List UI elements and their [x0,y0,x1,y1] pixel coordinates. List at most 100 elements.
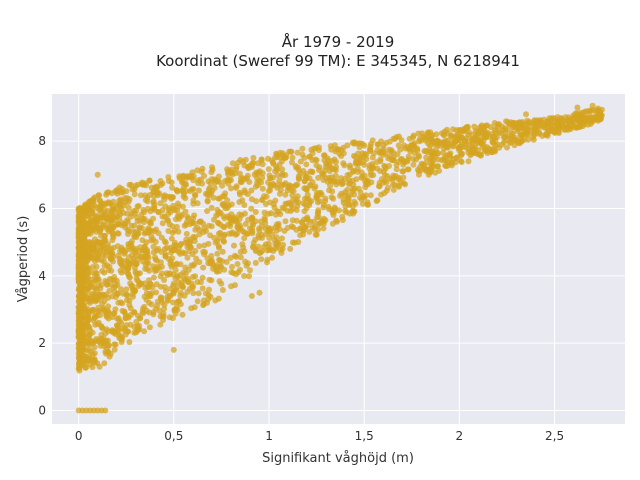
data-point [161,305,168,312]
data-point [401,158,408,165]
data-point [320,220,327,227]
data-point [150,249,157,256]
data-point [328,165,335,172]
data-point [123,286,130,293]
data-point [124,265,131,272]
data-point [295,164,301,171]
data-point [77,283,84,290]
data-point [584,121,591,128]
data-point [112,283,119,290]
data-point [227,223,234,230]
data-point [364,179,371,186]
data-point [227,254,234,261]
data-point [496,144,503,151]
x-tick-label: 1 [265,429,273,443]
data-point [131,191,138,198]
data-point [142,255,149,262]
chart-subtitle: Koordinat (Sweref 99 TM): E 345345, N 62… [156,52,520,70]
data-point [308,146,315,153]
data-point [484,147,491,154]
data-point [252,259,259,266]
data-point [102,330,109,337]
data-point [75,262,82,269]
data-point [81,211,88,218]
data-point [134,277,141,284]
data-point [134,218,141,224]
data-point [241,202,248,208]
data-point [228,201,235,208]
data-point [143,239,150,246]
data-point [167,258,174,265]
data-point [361,150,368,157]
data-point [78,350,85,356]
data-point [265,155,271,162]
data-point [178,240,185,247]
data-point [153,267,160,274]
y-tick-label: 2 [38,336,46,350]
data-point [94,273,101,280]
data-point [479,144,486,151]
data-point [114,190,121,197]
data-point [410,141,417,148]
data-point [209,164,216,171]
data-point [542,124,548,131]
data-point [405,166,412,173]
data-point [95,214,102,221]
data-point [191,238,198,245]
data-point [165,211,172,218]
data-point [125,314,132,321]
data-point [282,218,289,225]
data-point [128,222,135,229]
data-point [470,136,477,143]
data-point [376,183,383,190]
data-point [240,244,247,251]
data-point [191,191,198,198]
data-point [100,237,107,244]
data-point [94,321,101,328]
data-point [159,207,166,214]
data-point [315,214,322,220]
data-point [235,225,242,232]
data-point [126,274,133,281]
data-point [365,201,371,208]
data-point [166,314,173,321]
data-point [295,175,302,182]
data-point [161,246,168,252]
data-point [594,115,601,122]
data-point [369,137,376,144]
data-point [236,189,243,196]
data-point [130,293,136,300]
data-point [179,203,186,210]
data-point [115,252,122,259]
data-point [328,194,335,201]
x-tick-label: 2 [456,429,464,443]
data-point [89,297,96,304]
data-point [171,307,178,314]
data-point [180,172,187,179]
data-point [101,207,108,214]
data-point [315,167,322,173]
data-point [109,293,116,300]
data-point [150,263,157,270]
data-point [157,200,164,207]
data-point [322,195,329,202]
data-point [490,134,497,141]
data-point [214,250,221,257]
data-point [144,265,151,272]
data-point [124,297,130,303]
data-point [589,102,596,109]
data-point [84,206,91,213]
data-point [157,321,164,328]
data-point [194,279,201,285]
data-point [208,223,215,230]
data-point [194,298,201,305]
data-point [92,293,99,300]
data-point [507,136,514,142]
data-point [215,173,222,180]
data-point [504,144,510,151]
data-point [506,121,513,128]
data-point [370,164,377,171]
data-point [82,306,89,313]
